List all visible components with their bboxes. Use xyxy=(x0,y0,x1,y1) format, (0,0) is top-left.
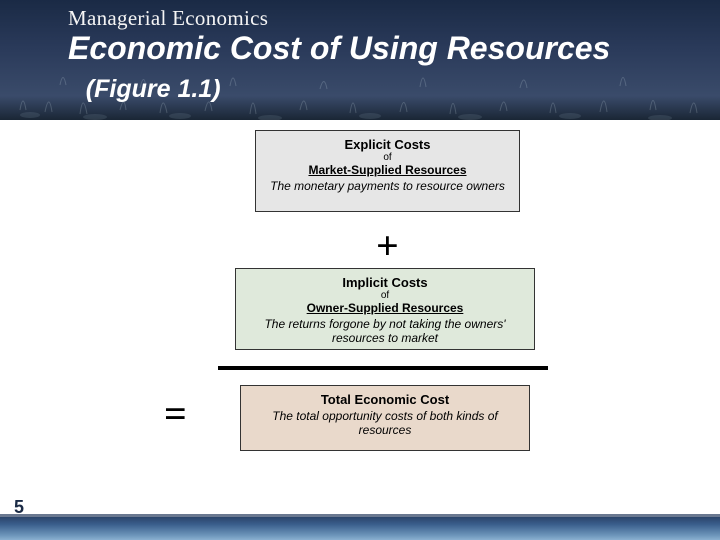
course-title: Managerial Economics xyxy=(68,6,268,31)
implicit-costs-box: Implicit Costs of Owner-Supplied Resourc… xyxy=(235,268,535,350)
explicit-subtitle: Market-Supplied Resources xyxy=(266,163,509,177)
implicit-of: of xyxy=(246,290,524,301)
slide-title-text: Economic Cost of Using Resources xyxy=(68,30,610,66)
slide-footer xyxy=(0,514,720,540)
slide-title: Economic Cost of Using Resources (Figure… xyxy=(68,30,668,106)
explicit-title: Explicit Costs xyxy=(266,137,509,152)
implicit-title: Implicit Costs xyxy=(246,275,524,290)
figure-reference: (Figure 1.1) xyxy=(86,75,221,103)
total-cost-box: Total Economic Cost The total opportunit… xyxy=(240,385,530,451)
slide-header: Managerial Economics Economic Cost of Us… xyxy=(0,0,720,120)
footer-divider xyxy=(0,514,720,517)
implicit-subtitle: Owner-Supplied Resources xyxy=(246,301,524,315)
explicit-of: of xyxy=(266,152,509,163)
equals-operator: = xyxy=(164,390,187,437)
slide: Managerial Economics Economic Cost of Us… xyxy=(0,0,720,540)
total-title: Total Economic Cost xyxy=(251,392,519,407)
horizontal-rule xyxy=(218,366,548,370)
explicit-body: The monetary payments to resource owners xyxy=(266,179,509,193)
plus-operator: + xyxy=(376,222,399,269)
implicit-body: The returns forgone by not taking the ow… xyxy=(246,317,524,346)
explicit-costs-box: Explicit Costs of Market-Supplied Resour… xyxy=(255,130,520,212)
total-body: The total opportunity costs of both kind… xyxy=(251,409,519,438)
